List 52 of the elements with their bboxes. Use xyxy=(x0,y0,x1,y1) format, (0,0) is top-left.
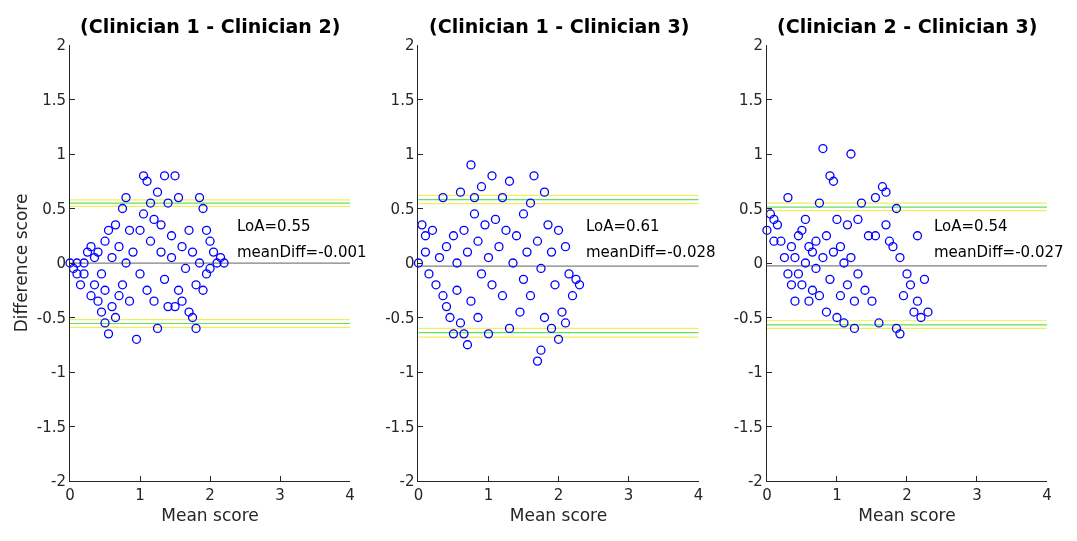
y-tick-label: 0.5 xyxy=(390,199,415,218)
x-tick-label: 2 xyxy=(205,486,215,504)
x-tick-label: 3 xyxy=(972,486,982,504)
y-tick-label: 1 xyxy=(404,145,415,164)
x-tick-label: 2 xyxy=(553,486,564,504)
y-tick-label: -2 xyxy=(51,472,66,491)
y-tick-label: 0 xyxy=(56,254,66,273)
y-tick-label: -0.5 xyxy=(36,308,66,327)
y-tick-label: 0.5 xyxy=(739,199,763,218)
x-tick-label: 1 xyxy=(832,486,842,504)
y-tick-label: -2 xyxy=(747,472,763,491)
chart-title: (Clinician 2 - Clinician 3) xyxy=(777,15,1038,37)
y-tick-label: -1 xyxy=(51,363,66,382)
y-tick-label: 1.5 xyxy=(42,90,66,109)
y-tick-label: -1 xyxy=(399,363,415,382)
annotation: LoA=0.54 xyxy=(934,217,1008,235)
y-tick-label: 1 xyxy=(56,145,66,164)
chart-title: (Clinician 1 - Clinician 3) xyxy=(429,15,690,37)
x-axis-title: Mean score xyxy=(161,505,259,526)
x-tick-label: 4 xyxy=(345,486,355,504)
y-tick-label: 0.5 xyxy=(42,199,66,218)
x-tick-label: 1 xyxy=(135,486,145,504)
y-tick-label: 1.5 xyxy=(390,90,415,109)
annotation: LoA=0.55 xyxy=(237,217,311,235)
annotation: LoA=0.61 xyxy=(586,217,660,235)
y-tick-label: 2 xyxy=(56,36,66,55)
x-tick-label: 3 xyxy=(275,486,285,504)
y-tick-label: -1.5 xyxy=(36,417,66,436)
annotation: meanDiff=-0.001 xyxy=(237,243,367,261)
y-tick-label: 0 xyxy=(404,254,415,273)
y-tick-label: 1.5 xyxy=(739,90,763,109)
chart-title: (Clinician 1 - Clinician 2) xyxy=(80,15,341,37)
y-tick-label: -2 xyxy=(399,472,415,491)
y-tick-label: 1 xyxy=(753,145,763,164)
x-tick-label: 3 xyxy=(623,486,634,504)
y-tick-label: 2 xyxy=(753,36,763,55)
x-axis-title: Mean score xyxy=(858,505,956,526)
y-tick-label: 2 xyxy=(404,36,415,55)
x-tick-label: 4 xyxy=(693,486,704,504)
x-tick-label: 2 xyxy=(902,486,912,504)
y-axis-title: Difference score xyxy=(11,193,32,333)
y-tick-label: 0 xyxy=(753,254,763,273)
y-tick-label: -0.5 xyxy=(385,308,415,327)
y-tick-label: -1 xyxy=(747,363,763,382)
y-tick-label: -1.5 xyxy=(385,417,415,436)
annotation: meanDiff=-0.028 xyxy=(586,243,716,261)
x-axis-title: Mean score xyxy=(509,505,608,526)
y-tick-label: -0.5 xyxy=(733,308,763,327)
x-tick-label: 4 xyxy=(1042,486,1052,504)
annotation: meanDiff=-0.027 xyxy=(934,243,1064,261)
x-tick-label: 1 xyxy=(483,486,494,504)
y-tick-label: -1.5 xyxy=(733,417,763,436)
